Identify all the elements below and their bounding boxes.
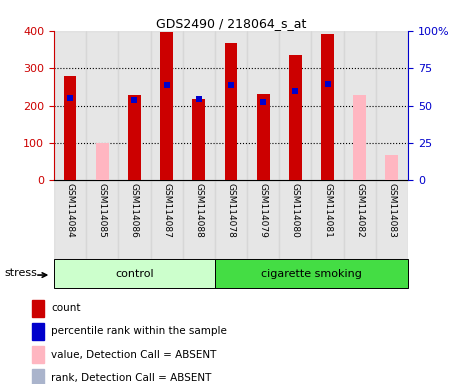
Bar: [32, 346, 44, 363]
Bar: [151, 31, 183, 180]
Bar: [344, 31, 376, 180]
Text: GSM114084: GSM114084: [66, 183, 75, 238]
Bar: [289, 55, 302, 180]
Bar: [321, 35, 334, 180]
Text: rank, Detection Call = ABSENT: rank, Detection Call = ABSENT: [52, 372, 212, 382]
Bar: [54, 259, 215, 288]
Bar: [311, 31, 344, 180]
Bar: [160, 32, 173, 180]
Text: GSM114078: GSM114078: [227, 183, 235, 238]
Text: count: count: [52, 303, 81, 313]
Bar: [54, 180, 86, 259]
Bar: [311, 180, 344, 259]
Text: control: control: [115, 268, 154, 279]
Bar: [192, 99, 205, 180]
Bar: [32, 369, 44, 384]
Title: GDS2490 / 218064_s_at: GDS2490 / 218064_s_at: [156, 17, 306, 30]
Bar: [215, 259, 408, 288]
Bar: [247, 31, 279, 180]
Bar: [344, 180, 376, 259]
Text: GSM114087: GSM114087: [162, 183, 171, 238]
Bar: [64, 76, 76, 180]
Bar: [386, 155, 398, 180]
Bar: [215, 31, 247, 180]
Bar: [151, 180, 183, 259]
Bar: [86, 180, 118, 259]
Text: value, Detection Call = ABSENT: value, Detection Call = ABSENT: [52, 349, 217, 359]
Text: GSM114081: GSM114081: [323, 183, 332, 238]
Bar: [279, 180, 311, 259]
Bar: [215, 180, 247, 259]
Text: GSM114082: GSM114082: [355, 183, 364, 238]
Bar: [279, 31, 311, 180]
Bar: [32, 323, 44, 340]
Bar: [128, 95, 141, 180]
Text: GSM114088: GSM114088: [194, 183, 203, 238]
Text: percentile rank within the sample: percentile rank within the sample: [52, 326, 227, 336]
Bar: [183, 31, 215, 180]
Bar: [183, 180, 215, 259]
Bar: [118, 31, 151, 180]
Bar: [54, 31, 86, 180]
Text: GSM114085: GSM114085: [98, 183, 107, 238]
Bar: [32, 300, 44, 317]
Bar: [353, 95, 366, 180]
Text: cigarette smoking: cigarette smoking: [261, 268, 362, 279]
Text: stress: stress: [4, 268, 37, 278]
Bar: [96, 143, 109, 180]
Text: GSM114083: GSM114083: [387, 183, 396, 238]
Text: GSM114086: GSM114086: [130, 183, 139, 238]
Bar: [376, 180, 408, 259]
Bar: [118, 180, 151, 259]
Text: GSM114080: GSM114080: [291, 183, 300, 238]
Bar: [257, 94, 270, 180]
Text: GSM114079: GSM114079: [259, 183, 268, 238]
Bar: [376, 31, 408, 180]
Bar: [247, 180, 279, 259]
Bar: [225, 43, 237, 180]
Bar: [86, 31, 118, 180]
